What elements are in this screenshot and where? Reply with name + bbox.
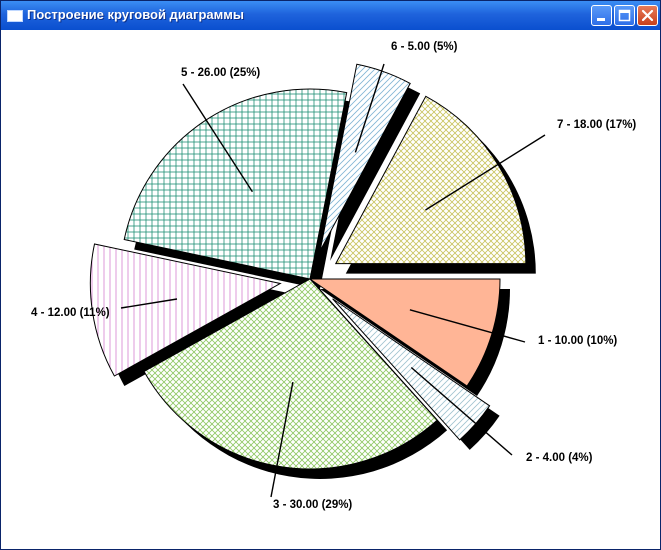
minimize-icon xyxy=(597,18,605,21)
window-title: Построение круговой диаграммы xyxy=(27,7,244,22)
pie-slices xyxy=(89,63,527,470)
leader-line-3 xyxy=(270,381,294,498)
close-button[interactable] xyxy=(637,5,658,26)
slice-label-5: 5 - 26.00 (25%) xyxy=(181,67,260,79)
slice-label-4: 4 - 12.00 (11%) xyxy=(31,307,110,319)
slice-label-7: 7 - 18.00 (17%) xyxy=(557,119,636,131)
slice-label-3: 3 - 30.00 (29%) xyxy=(273,499,352,511)
pie-slice-1 xyxy=(308,278,501,387)
slice-labels: 1 - 10.00 (10%) 2 - 4.00 (4%) 3 - 30.00 (2… xyxy=(31,41,636,511)
maximize-button[interactable] xyxy=(614,5,635,26)
leader-lines xyxy=(120,63,546,498)
leader-line-4 xyxy=(120,298,178,309)
slice-shadow-6 xyxy=(330,74,421,261)
pie-slice-7 xyxy=(334,95,527,265)
close-icon xyxy=(641,9,654,22)
slice-label-2: 2 - 4.00 (4%) xyxy=(526,452,593,464)
chart-area: 1 - 10.00 (10%) 2 - 4.00 (4%) 3 - 30.00 (2… xyxy=(5,31,656,547)
pie-chart: 1 - 10.00 (10%) 2 - 4.00 (4%) 3 - 30.00 (2… xyxy=(31,41,636,511)
maximize-icon xyxy=(618,9,631,22)
pie-slice-4 xyxy=(89,243,282,377)
leader-line-7 xyxy=(425,134,546,211)
slice-label-1: 1 - 10.00 (10%) xyxy=(538,335,617,347)
slice-label-6: 6 - 5.00 (5%) xyxy=(391,41,458,53)
pie-slice-3 xyxy=(143,278,438,470)
pie-slice-6 xyxy=(319,63,411,251)
minimize-button[interactable] xyxy=(591,5,612,26)
leader-line-6 xyxy=(354,63,385,153)
pie-slice-5 xyxy=(123,88,348,280)
title-bar[interactable]: Построение круговой диаграммы xyxy=(1,1,660,30)
leader-line-2 xyxy=(410,366,513,456)
window-icon xyxy=(7,10,23,22)
leader-line-5 xyxy=(182,83,253,193)
leader-line-1 xyxy=(409,309,526,343)
